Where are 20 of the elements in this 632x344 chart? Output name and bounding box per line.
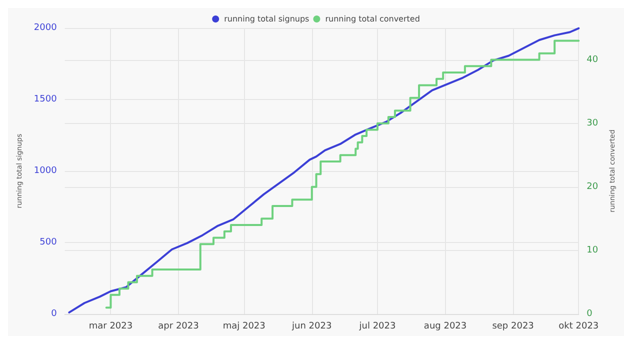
x-tick-label: sep 2023: [492, 322, 534, 332]
y2-tick-label: 10: [586, 245, 598, 256]
x-tick-label: maj 2023: [222, 322, 266, 332]
y2-tick-label: 40: [586, 54, 598, 65]
y2-tick-label: 20: [586, 182, 598, 192]
y-tick-label: 2000: [34, 23, 58, 33]
x-tick-label: jul 2023: [358, 322, 396, 332]
y-tick-label: 1000: [34, 166, 58, 176]
y-tick-label: 500: [40, 238, 58, 248]
legend-label: running total converted: [325, 14, 420, 24]
y-tick-label: 0: [51, 309, 58, 319]
x-tick-label: aug 2023: [424, 322, 467, 332]
x-tick-label: apr 2023: [158, 322, 199, 332]
legend-label: running total signups: [224, 14, 310, 24]
y2-tick-label: 30: [586, 118, 598, 128]
y-tick-label: 1500: [34, 94, 58, 104]
y2-tick-label: 0: [586, 309, 593, 319]
x-tick-label: okt 2023: [558, 322, 599, 332]
x-tick-label: jun 2023: [291, 322, 332, 332]
x-tick-label: mar 2023: [88, 322, 133, 332]
